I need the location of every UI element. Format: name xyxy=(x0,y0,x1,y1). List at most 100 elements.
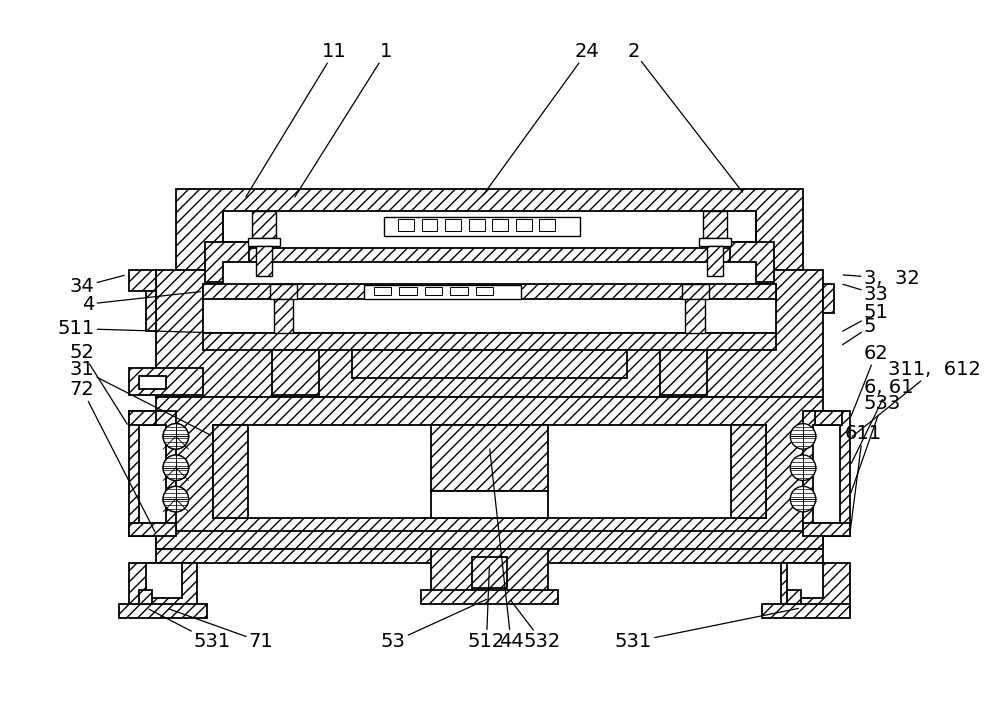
Bar xyxy=(431,549,548,598)
Bar xyxy=(516,218,532,231)
Text: 3,  32: 3, 32 xyxy=(843,269,920,288)
Bar xyxy=(203,283,776,333)
Bar xyxy=(223,262,756,288)
Text: 1: 1 xyxy=(295,41,393,197)
Circle shape xyxy=(163,455,189,481)
Bar xyxy=(156,531,823,549)
Bar xyxy=(823,283,834,313)
Bar xyxy=(384,217,580,236)
Bar xyxy=(399,288,417,296)
Text: 71: 71 xyxy=(169,609,273,651)
Bar xyxy=(730,242,774,281)
Bar xyxy=(270,283,297,299)
Bar xyxy=(274,299,293,333)
Bar xyxy=(213,425,766,518)
Text: 6, 61: 6, 61 xyxy=(851,378,913,463)
Bar xyxy=(813,425,840,523)
Bar xyxy=(156,397,823,549)
Text: 51: 51 xyxy=(843,303,889,331)
Bar xyxy=(539,218,555,231)
Bar xyxy=(139,425,166,523)
Circle shape xyxy=(163,423,189,449)
Bar xyxy=(352,350,627,378)
Text: 532: 532 xyxy=(511,600,561,651)
Bar xyxy=(205,242,249,281)
Circle shape xyxy=(790,423,816,449)
Bar xyxy=(803,523,850,536)
Bar xyxy=(213,425,248,518)
Text: 5: 5 xyxy=(843,317,876,345)
Text: 533: 533 xyxy=(851,393,901,493)
Circle shape xyxy=(163,486,189,512)
Circle shape xyxy=(790,455,816,481)
Bar xyxy=(762,604,850,618)
Bar xyxy=(803,411,850,536)
Bar xyxy=(699,238,731,246)
Bar xyxy=(815,411,842,425)
Bar xyxy=(203,283,776,299)
Bar xyxy=(469,218,485,231)
Bar xyxy=(156,549,823,563)
Bar xyxy=(139,590,152,604)
Bar xyxy=(119,604,207,618)
Bar xyxy=(272,350,319,396)
Bar xyxy=(176,189,803,270)
Bar xyxy=(431,491,548,518)
Circle shape xyxy=(790,486,816,512)
Bar xyxy=(703,211,727,238)
Text: 44: 44 xyxy=(490,449,523,651)
Bar xyxy=(682,283,709,299)
Text: 53: 53 xyxy=(381,599,487,651)
Text: 611: 611 xyxy=(844,424,881,530)
Text: 11: 11 xyxy=(246,41,347,197)
Text: 531: 531 xyxy=(149,609,231,651)
Bar xyxy=(422,218,437,231)
Bar xyxy=(787,563,823,598)
Text: 511: 511 xyxy=(57,319,200,338)
Bar xyxy=(129,563,197,612)
Text: 33: 33 xyxy=(843,284,889,303)
Text: 311,  612: 311, 612 xyxy=(852,361,981,436)
Bar xyxy=(129,270,156,291)
Bar xyxy=(252,211,276,238)
Bar xyxy=(146,563,182,598)
Text: 2: 2 xyxy=(627,41,743,192)
Bar xyxy=(492,218,508,231)
Bar xyxy=(223,211,756,248)
Bar xyxy=(476,288,493,296)
Bar xyxy=(364,286,521,299)
Text: 34: 34 xyxy=(70,276,124,296)
Bar xyxy=(781,563,850,612)
Bar xyxy=(398,218,414,231)
Bar xyxy=(421,590,558,604)
Bar xyxy=(256,246,272,276)
Text: 72: 72 xyxy=(70,380,155,532)
Bar xyxy=(146,291,156,331)
Bar xyxy=(374,288,391,296)
Bar xyxy=(731,425,766,518)
Text: 531: 531 xyxy=(615,608,798,651)
Bar xyxy=(129,523,176,536)
Bar xyxy=(660,350,707,396)
Text: 52: 52 xyxy=(70,343,127,424)
Bar xyxy=(445,218,461,231)
Bar xyxy=(685,299,705,333)
Circle shape xyxy=(163,455,189,481)
Bar xyxy=(129,411,176,536)
Text: 24: 24 xyxy=(483,41,600,195)
Text: 512: 512 xyxy=(468,568,505,651)
Bar xyxy=(139,376,166,389)
Text: 4: 4 xyxy=(82,291,201,313)
Bar xyxy=(129,411,156,425)
Bar xyxy=(707,246,723,276)
Bar xyxy=(472,557,507,588)
Bar xyxy=(248,238,280,246)
Bar xyxy=(450,288,468,296)
Circle shape xyxy=(163,423,189,449)
Bar xyxy=(203,333,776,350)
Bar xyxy=(425,288,442,296)
Circle shape xyxy=(163,486,189,512)
Bar xyxy=(129,368,203,396)
Text: 31: 31 xyxy=(70,361,211,435)
Text: 62: 62 xyxy=(851,343,889,416)
